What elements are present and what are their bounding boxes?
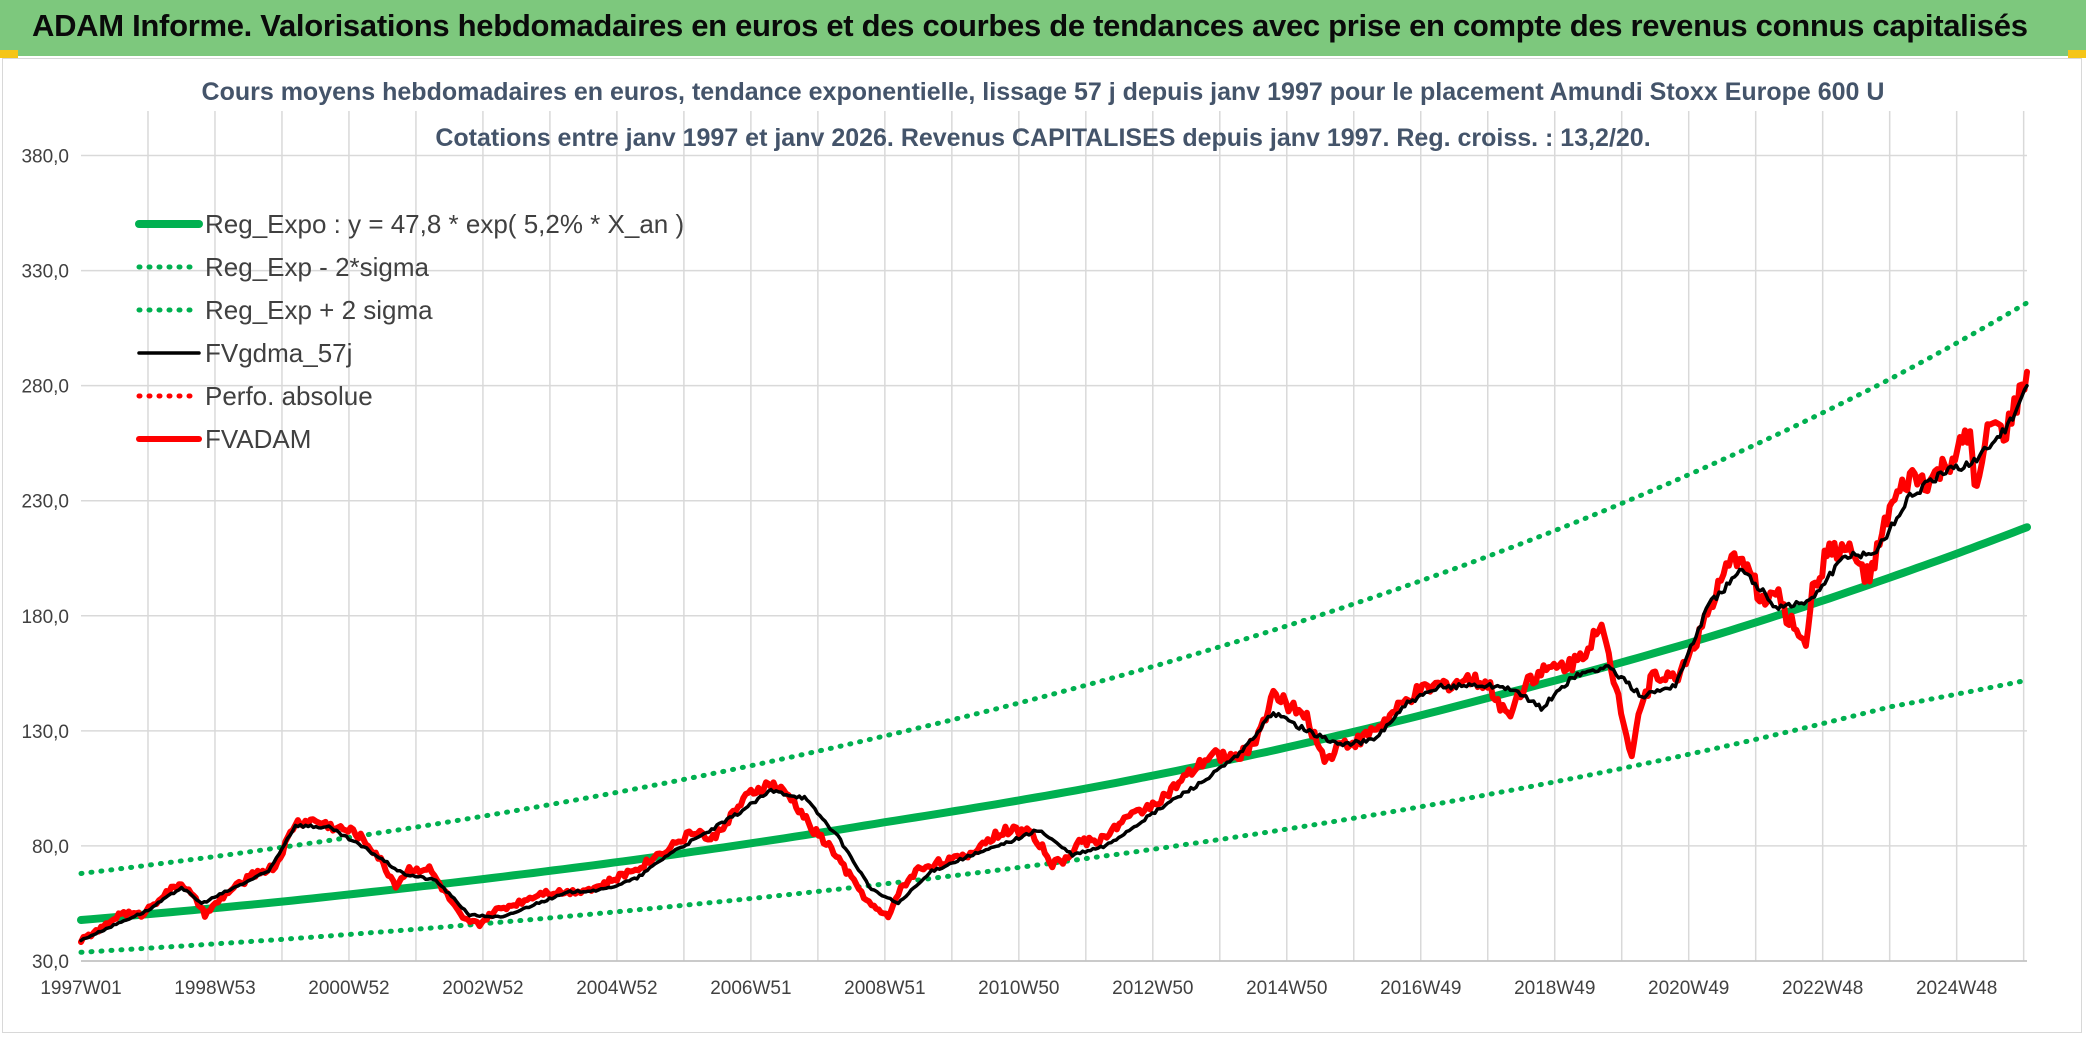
legend-label: Reg_Exp - 2*sigma	[205, 252, 430, 282]
x-tick-label: 2022W48	[1782, 978, 1863, 999]
x-tick-label: 2008W51	[844, 978, 925, 999]
left-corner-marker	[0, 50, 18, 58]
x-tick-label: 2020W49	[1648, 978, 1729, 999]
chart-svg: Cours moyens hebdomadaires en euros, ten…	[21, 78, 2031, 999]
y-tick-label: 230,0	[21, 492, 69, 513]
x-tick-label: 2018W49	[1514, 978, 1595, 999]
series-line-1	[78, 677, 2030, 955]
series-line-2	[78, 300, 2030, 876]
series-line-3	[79, 383, 2029, 943]
grid	[81, 111, 2027, 962]
chart-subtitle: Cotations entre janv 1997 et janv 2026. …	[435, 124, 1650, 152]
y-tick-label: 130,0	[21, 722, 69, 743]
report-title: ADAM Informe. Valorisations hebdomadaire…	[32, 8, 2028, 43]
series-line-0	[77, 523, 2031, 924]
report-header: ADAM Informe. Valorisations hebdomadaire…	[0, 0, 2086, 58]
x-axis-ticks: 1997W01 1998W53 2000W52 2002W52 2004W52 2006W…	[40, 978, 1997, 999]
y-tick-label: 30,0	[32, 952, 69, 973]
y-tick-label: 330,0	[21, 262, 69, 283]
series-layer	[77, 300, 2031, 955]
y-tick-label: 380,0	[21, 147, 69, 168]
legend-label: FVADAM	[205, 424, 311, 454]
x-tick-label: 2024W48	[1916, 978, 1997, 999]
legend: Reg_Expo : y = 47,8 * exp( 5,2% * X_an )…	[135, 209, 684, 454]
x-tick-label: 2000W52	[308, 978, 389, 999]
legend-label: Reg_Expo : y = 47,8 * exp( 5,2% * X_an )	[205, 209, 684, 239]
x-tick-label: 2010W50	[978, 978, 1059, 999]
x-tick-label: 2016W49	[1380, 978, 1461, 999]
chart-frame: Cours moyens hebdomadaires en euros, ten…	[2, 58, 2082, 1033]
x-tick-label: 2002W52	[442, 978, 523, 999]
x-tick-label: 1997W01	[40, 978, 121, 999]
x-tick-label: 2012W50	[1112, 978, 1193, 999]
x-tick-label: 2004W52	[576, 978, 657, 999]
x-tick-label: 2014W50	[1246, 978, 1327, 999]
y-tick-label: 280,0	[21, 377, 69, 398]
x-tick-label: 1998W53	[174, 978, 255, 999]
y-tick-label: 180,0	[21, 607, 69, 628]
x-tick-label: 2006W51	[710, 978, 791, 999]
legend-label: Reg_Exp + 2 sigma	[205, 295, 433, 325]
legend-label: FVgdma_57j	[205, 338, 352, 368]
series-line-5	[78, 368, 2030, 945]
chart-title: Cours moyens hebdomadaires en euros, ten…	[202, 78, 1885, 106]
right-corner-marker	[2068, 50, 2086, 58]
y-axis-ticks: 30,0 80,0 130,0 180,0 230,0 280,0 330,0 380,0	[21, 147, 69, 973]
legend-label: Perfo. absolue	[205, 381, 373, 411]
y-tick-label: 80,0	[32, 837, 69, 858]
